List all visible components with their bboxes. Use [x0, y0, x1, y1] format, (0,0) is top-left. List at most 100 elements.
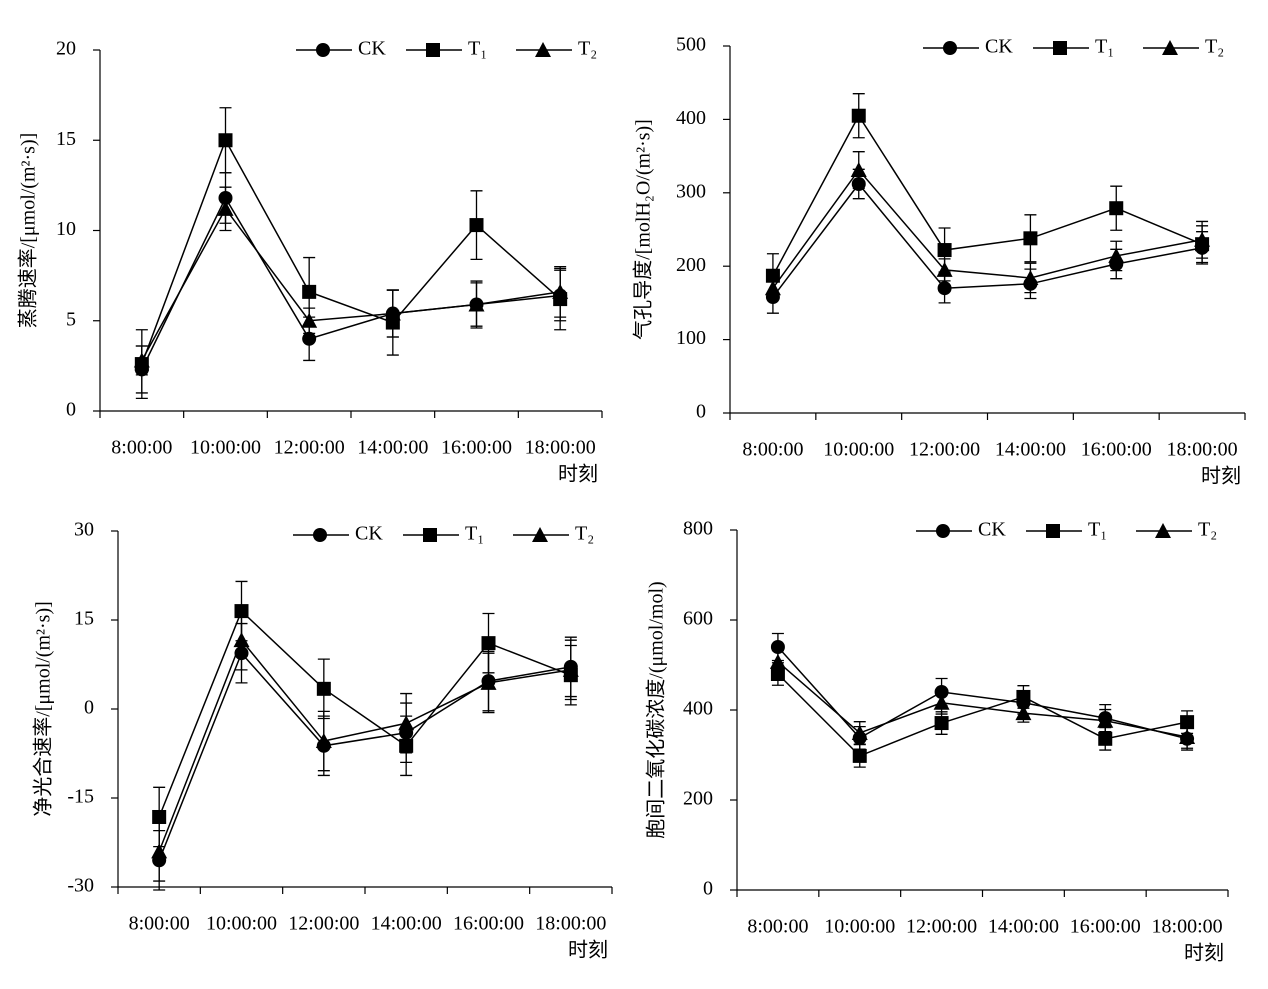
data-point: [302, 284, 317, 299]
y-tick-label: 20: [56, 38, 76, 60]
x-axis-title: 时刻: [1184, 942, 1224, 965]
data-point: [1097, 712, 1114, 728]
data-point: [301, 312, 318, 328]
y-tick-label: 200: [676, 254, 706, 276]
data-point: [765, 268, 780, 283]
y-tick-label: 400: [683, 698, 713, 720]
data-point: [315, 733, 332, 749]
data-point: [933, 694, 950, 710]
x-tick-label: 16:00:00: [441, 437, 512, 459]
x-tick-label: 14:00:00: [988, 916, 1059, 938]
series-line: [772, 114, 1203, 277]
data-point: [770, 667, 785, 681]
data-point: [1179, 729, 1196, 744]
y-tick-label: 10: [56, 218, 76, 240]
data-point: [480, 674, 497, 690]
legend-label: T₁: [1088, 519, 1107, 541]
x-tick-label: 18:00:00: [1167, 439, 1238, 461]
series-line: [141, 196, 561, 370]
data-point: [152, 809, 167, 824]
x-tick-label: 10:00:00: [206, 913, 277, 935]
data-point: [851, 724, 868, 740]
legend-marker: [313, 528, 327, 542]
panel: -30 -15 0 15 30 8:00:00 10:00:00 12:00:00 14:00:…: [32, 519, 613, 962]
data-point: [937, 243, 952, 258]
y-tick-label: 30: [74, 519, 94, 541]
legend-marker: [1053, 41, 1067, 55]
series-line: [158, 651, 571, 861]
data-point: [302, 331, 317, 346]
legend-marker: [943, 41, 957, 55]
data-point: [936, 261, 953, 277]
x-tick-label: 12:00:00: [906, 916, 977, 938]
legend-marker: [423, 528, 437, 542]
series-line: [777, 673, 1188, 757]
legend-marker: [936, 524, 950, 538]
y-tick-label: 0: [696, 401, 706, 423]
panel: 0 200 400 600 800 8:00:00 10:00:00 12:00:00 14:0…: [645, 518, 1229, 965]
y-tick-label: 300: [676, 180, 706, 202]
x-tick-label: 8:00:00: [747, 916, 808, 938]
y-tick-label: 0: [703, 878, 713, 900]
x-tick-label: 16:00:00: [453, 913, 524, 935]
legend-marker: [1046, 524, 1060, 538]
data-point: [316, 681, 331, 696]
data-point: [398, 715, 415, 731]
legend-label: T₂: [1198, 519, 1217, 541]
series-line: [777, 661, 1188, 738]
x-tick-label: 12:00:00: [909, 439, 980, 461]
data-point: [1023, 231, 1038, 246]
series-line: [141, 207, 561, 361]
y-tick-label: 5: [66, 308, 76, 330]
legend-label: CK: [985, 36, 1013, 58]
y-tick-label: 15: [56, 128, 76, 150]
x-tick-label: 10:00:00: [824, 916, 895, 938]
x-tick-label: 12:00:00: [288, 913, 359, 935]
legend-marker: [316, 43, 330, 57]
x-tick-label: 14:00:00: [371, 913, 442, 935]
legend-marker: [535, 42, 551, 57]
series-line: [772, 182, 1203, 298]
data-point: [218, 133, 233, 148]
data-point: [937, 281, 952, 296]
x-tick-label: 8:00:00: [742, 439, 803, 461]
x-tick-label: 14:00:00: [357, 437, 428, 459]
legend-label: T₂: [578, 38, 597, 60]
series-line: [158, 638, 571, 852]
x-axis-title: 时刻: [558, 463, 598, 486]
data-point: [852, 748, 867, 763]
y-tick-label: 0: [66, 399, 76, 421]
data-point: [1109, 201, 1124, 216]
data-point: [1098, 731, 1113, 746]
panel: 0 5 10 15 20 8:00:00 10:00:00 12:00:00 14:00:00 1…: [17, 38, 603, 486]
legend-label: CK: [358, 38, 386, 60]
legend-label: CK: [978, 519, 1006, 541]
x-tick-label: 8:00:00: [129, 913, 190, 935]
x-tick-label: 16:00:00: [1070, 916, 1141, 938]
data-point: [217, 200, 234, 216]
x-tick-label: 18:00:00: [525, 437, 596, 459]
x-tick-label: 10:00:00: [823, 439, 894, 461]
data-point: [769, 653, 786, 669]
x-axis-title: 时刻: [1201, 465, 1241, 488]
data-point: [851, 108, 866, 123]
y-tick-label: 500: [676, 34, 706, 56]
x-tick-label: 18:00:00: [1152, 916, 1223, 938]
legend-label: T₁: [1095, 36, 1114, 58]
legend-label: T₁: [468, 38, 487, 60]
data-point: [1108, 247, 1125, 263]
data-point: [850, 162, 867, 178]
data-point: [384, 305, 401, 321]
legend-marker: [426, 43, 440, 57]
series-line: [777, 646, 1188, 740]
y-axis-title: 蒸腾速率/[μmol/(m²·s)]: [17, 133, 40, 329]
series-line: [158, 609, 572, 818]
data-point: [133, 352, 150, 368]
legend-marker: [1155, 523, 1171, 538]
y-tick-label: 0: [84, 697, 94, 719]
data-point: [552, 283, 569, 299]
legend-marker: [532, 527, 548, 542]
data-point: [934, 716, 949, 731]
x-tick-label: 18:00:00: [535, 913, 606, 935]
